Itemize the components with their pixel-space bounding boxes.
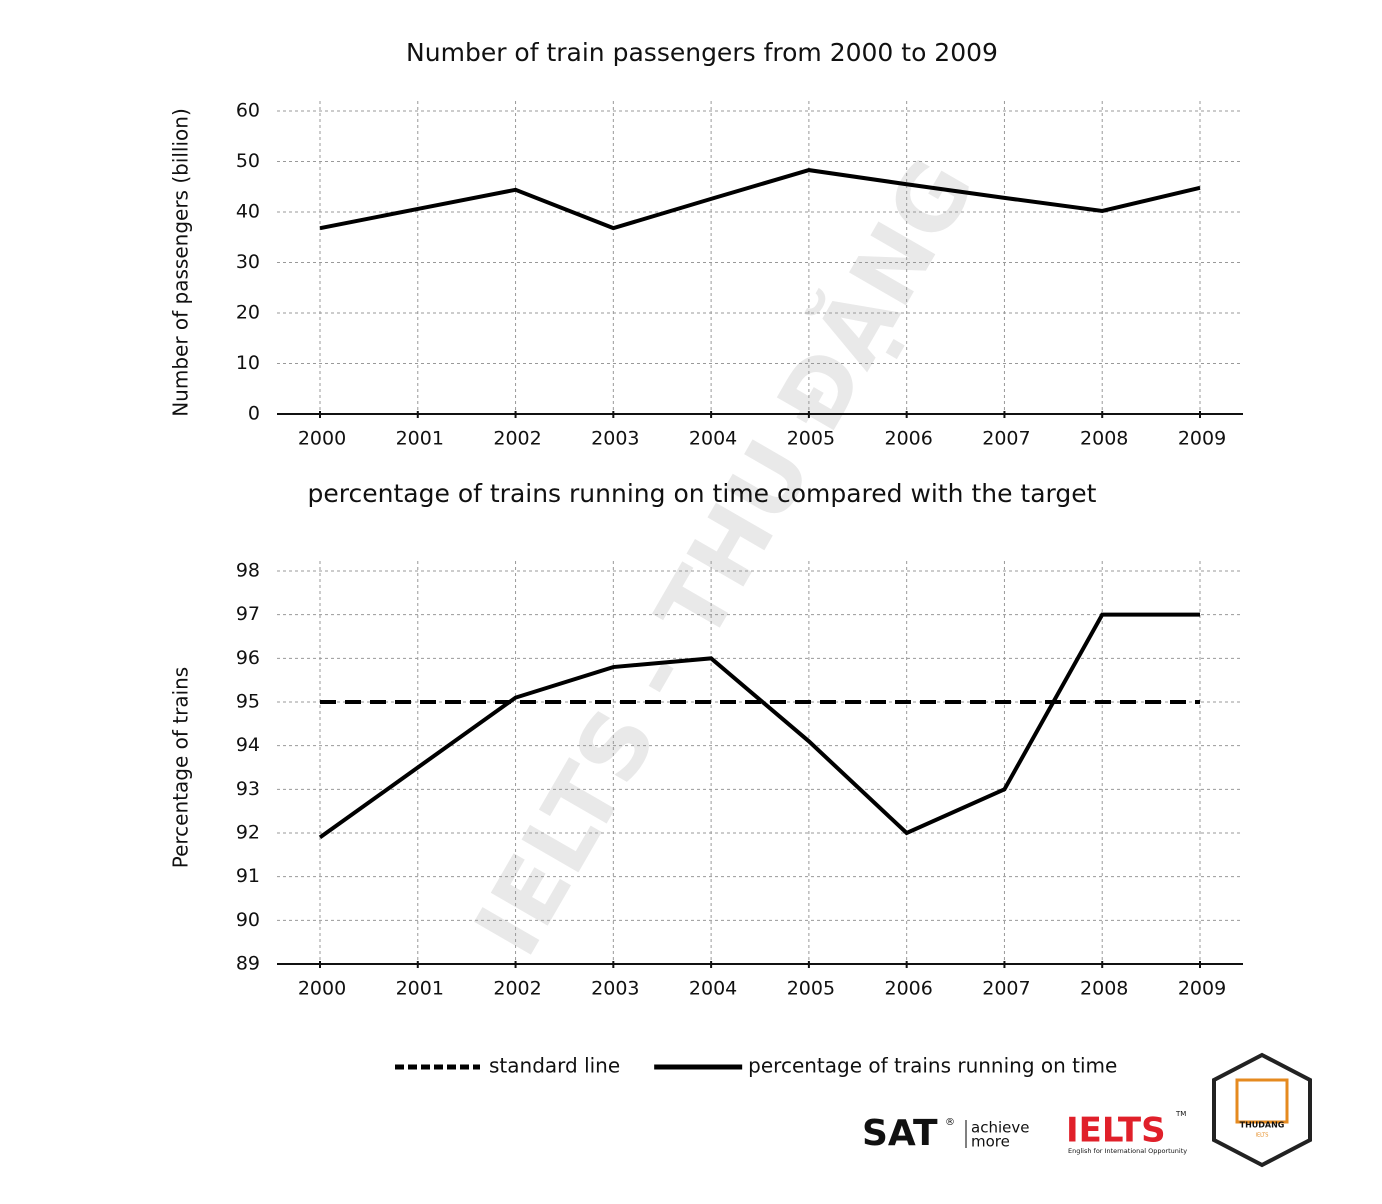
ielts-logo: IELTS TM English for International Oppor… <box>1066 1110 1187 1155</box>
x-tick-label: 2006 <box>884 428 932 450</box>
y-axis-label: Percentage of trains <box>169 667 193 868</box>
y-axis-label: Number of passengers (billion) <box>169 108 193 417</box>
x-tick-label: 2000 <box>298 978 346 1000</box>
x-tick-label: 2003 <box>591 978 639 1000</box>
x-tick-label: 2006 <box>884 978 932 1000</box>
ielts-mark: TM <box>1175 1110 1186 1118</box>
sat-tagline: achieve <box>971 1119 1029 1137</box>
y-tick-label: 95 <box>236 691 260 713</box>
sat-logo: SAT ® achieve more <box>862 1113 1029 1154</box>
sat-mark: ® <box>945 1117 955 1128</box>
legend-label: standard line <box>489 1054 620 1078</box>
x-tick-label: 2008 <box>1080 428 1128 450</box>
ielts: IELTS <box>1066 1111 1166 1151</box>
x-tick-label: 2003 <box>591 428 639 450</box>
x-tick-label: 2007 <box>982 978 1030 1000</box>
y-tick-label: 97 <box>236 603 260 625</box>
y-tick-label: 50 <box>236 150 260 172</box>
y-tick-label: 20 <box>236 302 260 324</box>
y-tick-label: 93 <box>236 778 260 800</box>
y-tick-label: 96 <box>236 647 260 669</box>
y-tick-label: 92 <box>236 822 260 844</box>
x-tick-label: 2007 <box>982 428 1030 450</box>
legend-label: percentage of trains running on time <box>748 1054 1117 1078</box>
badge-shape <box>1212 1052 1312 1168</box>
badge-sub: IELTS <box>1256 1133 1269 1139</box>
watermark: IELTS - THU ĐẶNG <box>452 140 995 973</box>
sat: SAT <box>862 1113 938 1154</box>
x-tick-label: 2001 <box>396 978 444 1000</box>
y-tick-label: 10 <box>236 352 260 374</box>
x-tick-label: 2009 <box>1178 978 1226 1000</box>
x-tick-label: 2002 <box>493 428 541 450</box>
x-tick-label: 2002 <box>493 978 541 1000</box>
x-tick-label: 2004 <box>689 978 737 1000</box>
y-tick-label: 94 <box>236 734 260 756</box>
y-tick-label: 98 <box>236 560 260 582</box>
chart-title: Number of train passengers from 2000 to … <box>406 38 998 67</box>
y-tick-label: 60 <box>236 100 260 122</box>
y-tick-label: 90 <box>236 909 260 931</box>
y-tick-label: 30 <box>236 251 260 273</box>
data-line <box>318 612 1200 839</box>
x-tick-label: 2005 <box>787 978 835 1000</box>
badge-text: THUDANG <box>1240 1121 1285 1130</box>
y-tick-label: 40 <box>236 201 260 223</box>
y-tick-label: 0 <box>248 403 260 425</box>
x-tick-label: 2008 <box>1080 978 1128 1000</box>
x-tick-label: 2000 <box>298 428 346 450</box>
badge: THUDANG IELTS <box>1212 1052 1312 1168</box>
badge-frame <box>1235 1078 1289 1124</box>
chart-title: percentage of trains running on time com… <box>308 479 1097 508</box>
ielts-tagline: English for International Opportunity <box>1068 1147 1187 1155</box>
y-tick-label: 89 <box>236 953 260 975</box>
x-tick-label: 2004 <box>689 428 737 450</box>
x-tick-label: 2009 <box>1178 428 1226 450</box>
sat-tagline: more <box>971 1133 1010 1151</box>
data-line <box>319 168 1201 231</box>
x-tick-label: 2001 <box>396 428 444 450</box>
y-tick-label: 91 <box>236 865 260 887</box>
x-tick-label: 2005 <box>787 428 835 450</box>
